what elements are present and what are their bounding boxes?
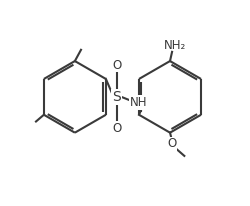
- Text: O: O: [112, 59, 122, 72]
- Text: S: S: [112, 90, 121, 104]
- Text: O: O: [112, 122, 122, 135]
- Text: O: O: [168, 137, 177, 150]
- Text: NH: NH: [130, 96, 147, 109]
- Text: NH₂: NH₂: [164, 39, 186, 52]
